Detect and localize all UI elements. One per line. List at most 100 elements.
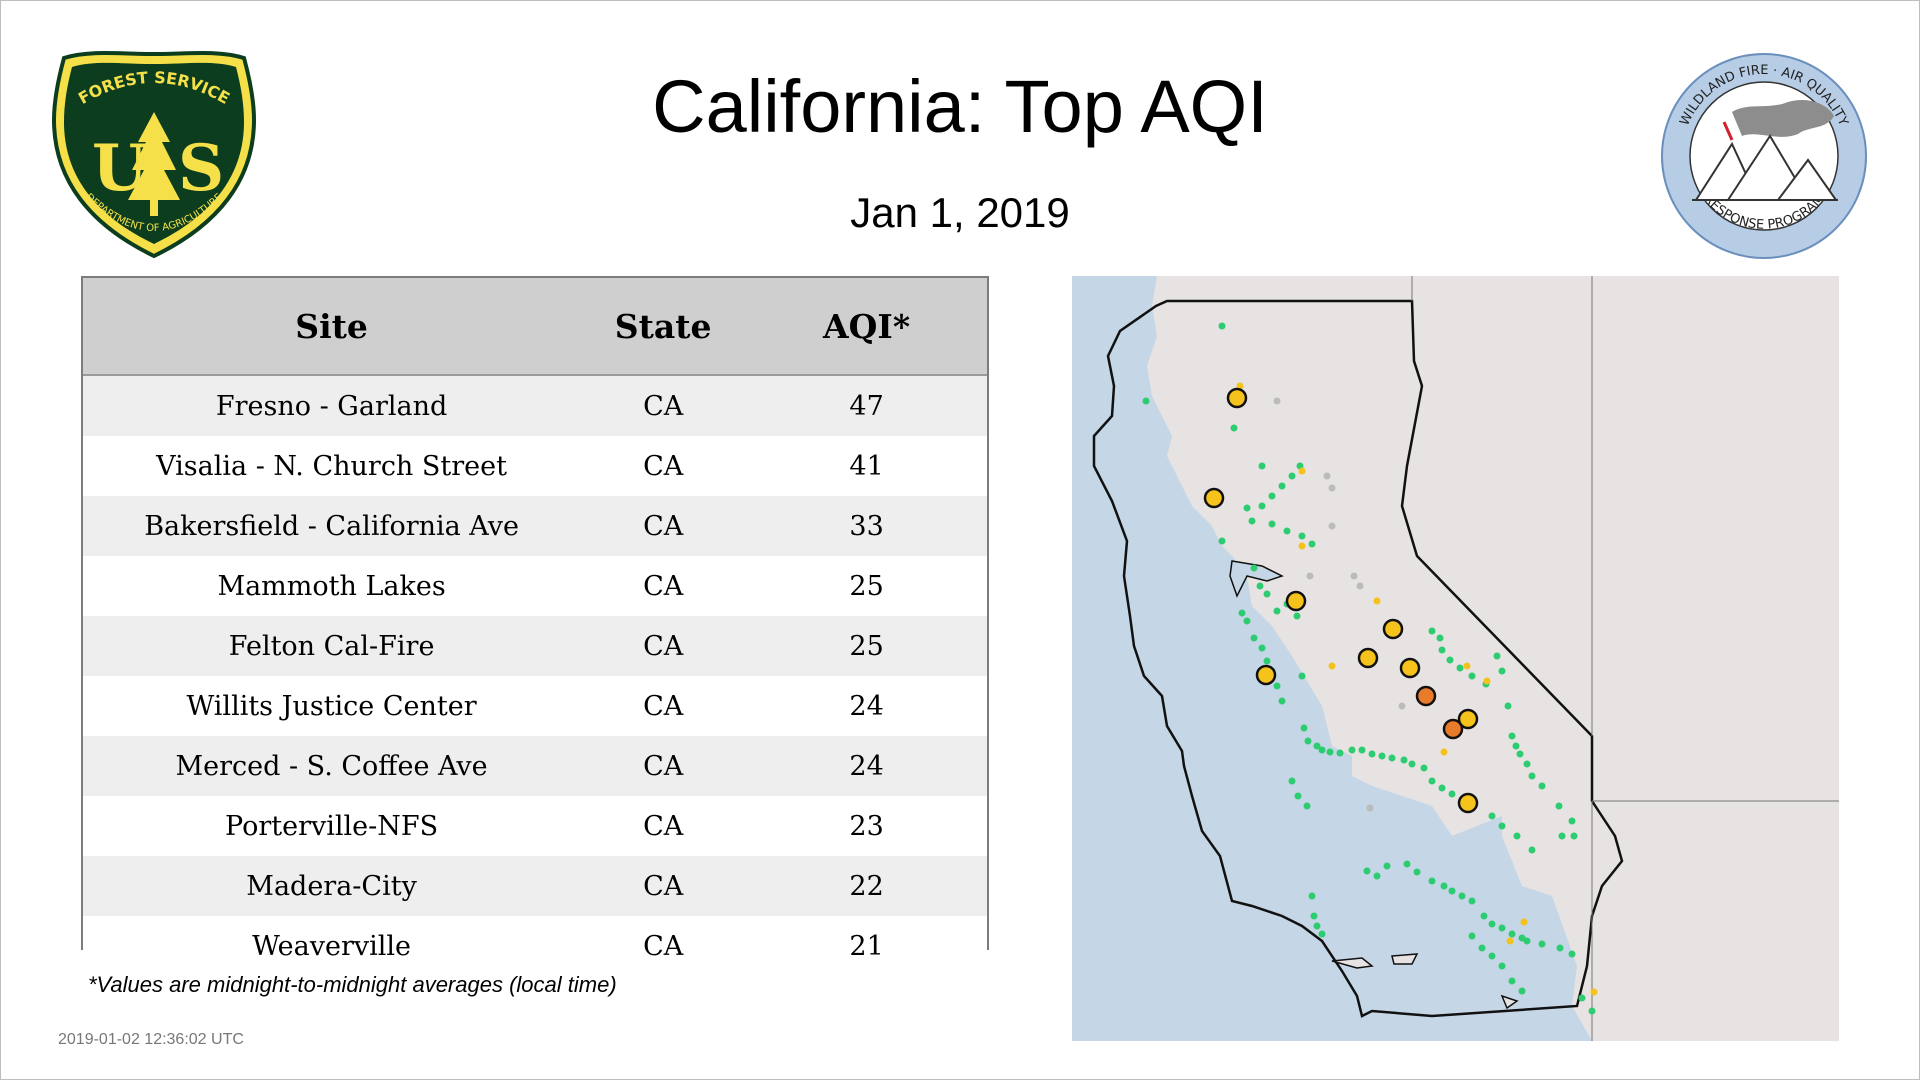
table-row: Merced - S. Coffee Ave CA 24 — [83, 736, 987, 796]
usg-large-marker — [1442, 718, 1464, 740]
good-site-marker — [1218, 322, 1226, 330]
good-site-marker — [1498, 667, 1506, 675]
good-site-marker — [1498, 962, 1506, 970]
good-site-marker — [1293, 612, 1301, 620]
good-site-marker — [1288, 472, 1296, 480]
table-row: Bakersfield - California Ave CA 33 — [83, 496, 987, 556]
aqi-cell: 23 — [746, 796, 987, 856]
moderate-site-marker — [1440, 748, 1448, 756]
good-site-marker — [1243, 504, 1251, 512]
good-site-marker — [1538, 940, 1546, 948]
page-title: California: Top AQI — [652, 65, 1268, 148]
good-site-marker — [1456, 664, 1464, 672]
good-site-marker — [1428, 777, 1436, 785]
good-site-marker — [1218, 537, 1226, 545]
good-site-marker — [1436, 634, 1444, 642]
good-site-marker — [1142, 397, 1150, 405]
good-site-marker — [1498, 924, 1506, 932]
good-site-marker — [1250, 564, 1258, 572]
good-site-marker — [1488, 812, 1496, 820]
good-site-marker — [1304, 737, 1312, 745]
good-site-marker — [1363, 867, 1371, 875]
good-site-marker — [1440, 882, 1448, 890]
good-site-marker — [1373, 872, 1381, 880]
good-site-marker — [1528, 846, 1536, 854]
good-site-marker — [1512, 742, 1520, 750]
state-lines — [1411, 276, 1839, 1041]
good-site-marker — [1488, 952, 1496, 960]
state-cell: CA — [580, 556, 747, 616]
good-site-marker — [1378, 752, 1386, 760]
header-site: Site — [83, 278, 581, 376]
table-row: Felton Cal-Fire CA 25 — [83, 616, 987, 676]
table-row: Willits Justice Center CA 24 — [83, 676, 987, 736]
moderate-site-marker — [1506, 937, 1514, 945]
state-cell: CA — [580, 436, 747, 496]
good-site-marker — [1498, 822, 1506, 830]
good-site-marker — [1468, 672, 1476, 680]
moderate-site-marker — [1236, 382, 1244, 390]
aqi-cell: 41 — [746, 436, 987, 496]
timestamp: 2019-01-02 12:36:02 UTC — [58, 1031, 244, 1048]
aqi-cell: 25 — [746, 556, 987, 616]
nodata-site-marker — [1356, 582, 1364, 590]
good-site-marker — [1258, 462, 1266, 470]
table-row: Mammoth Lakes CA 25 — [83, 556, 987, 616]
nodata-site-marker — [1323, 472, 1331, 480]
good-site-marker — [1478, 944, 1486, 952]
good-site-marker — [1278, 697, 1286, 705]
good-site-marker — [1348, 746, 1356, 754]
good-site-marker — [1313, 922, 1321, 930]
good-site-marker — [1568, 950, 1576, 958]
site-cell: Mammoth Lakes — [83, 556, 581, 616]
nodata-site-marker — [1273, 397, 1281, 405]
site-cell: Bakersfield - California Ave — [83, 496, 581, 556]
land-area — [1147, 276, 1839, 1041]
aqi-table: Site State AQI* Fresno - Garland CA 47 Vis… — [81, 276, 989, 976]
good-site-marker — [1508, 732, 1516, 740]
nodata-site-marker — [1366, 804, 1374, 812]
wildland-fire-logo: WILDLAND FIRE · AIR QUALITY RESPONSE PRO… — [1661, 53, 1867, 259]
nodata-site-marker — [1328, 484, 1336, 492]
good-site-marker — [1568, 817, 1576, 825]
table-row: Fresno - Garland CA 47 — [83, 375, 987, 436]
table-row: Visalia - N. Church Street CA 41 — [83, 436, 987, 496]
good-site-marker — [1538, 782, 1546, 790]
moderate-large-marker — [1399, 657, 1421, 679]
state-cell: CA — [580, 676, 747, 736]
site-cell: Visalia - N. Church Street — [83, 436, 581, 496]
moderate-large-marker — [1357, 647, 1379, 669]
moderate-large-marker — [1203, 487, 1225, 509]
good-site-marker — [1230, 424, 1238, 432]
site-cell: Fresno - Garland — [83, 375, 581, 436]
forest-service-logo: FOREST SERVICE U S DEPARTMENT OF AGRICUL… — [51, 51, 257, 259]
good-site-marker — [1278, 482, 1286, 490]
good-site-marker — [1468, 932, 1476, 940]
good-site-marker — [1518, 987, 1526, 995]
moderate-large-marker — [1255, 664, 1277, 686]
sf-bay — [1229, 560, 1284, 598]
page-date: Jan 1, 2019 — [850, 189, 1070, 236]
site-cell: Merced - S. Coffee Ave — [83, 736, 581, 796]
moderate-large-marker — [1382, 618, 1404, 640]
good-site-marker — [1288, 777, 1296, 785]
aqi-cell: 33 — [746, 496, 987, 556]
good-site-marker — [1326, 748, 1334, 756]
good-site-marker — [1493, 652, 1501, 660]
smoke-icon — [1732, 99, 1834, 137]
state-cell: CA — [580, 856, 747, 916]
good-site-marker — [1570, 832, 1578, 840]
good-site-marker — [1523, 760, 1531, 768]
aqi-cell: 24 — [746, 736, 987, 796]
good-site-marker — [1523, 937, 1531, 945]
good-site-marker — [1268, 492, 1276, 500]
good-site-marker — [1258, 502, 1266, 510]
fire-icon — [1722, 121, 1734, 141]
moderate-large-marker — [1285, 590, 1307, 612]
good-site-marker — [1310, 912, 1318, 920]
site-cell: Porterville-NFS — [83, 796, 581, 856]
good-site-marker — [1243, 617, 1251, 625]
good-site-marker — [1388, 754, 1396, 762]
good-site-marker — [1458, 892, 1466, 900]
nodata-site-marker — [1328, 522, 1336, 530]
